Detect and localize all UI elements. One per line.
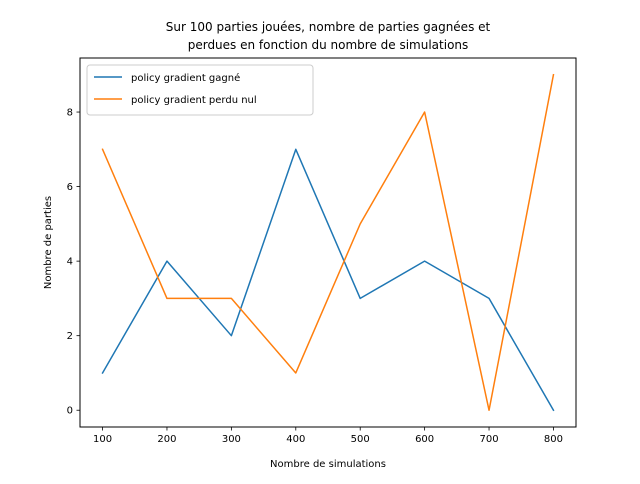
- legend-label-perdu-nul: policy gradient perdu nul: [131, 95, 257, 106]
- y-tick-label-8: 8: [67, 108, 73, 119]
- x-tick-label-700: 700: [479, 434, 498, 445]
- legend-label-gagne: policy gradient gagné: [131, 72, 240, 84]
- x-tick-label-100: 100: [93, 434, 112, 445]
- x-tick-label-600: 600: [415, 434, 434, 445]
- series-line-perdu-nul: [101, 73, 555, 411]
- x-tick-label-200: 200: [157, 434, 176, 445]
- chart-title-line-1: Sur 100 parties jouées, nombre de partie…: [166, 20, 491, 34]
- x-tick-label-500: 500: [351, 434, 370, 445]
- legend: policy gradient gagné policy gradient pe…: [86, 64, 314, 116]
- y-tick-label-4: 4: [67, 257, 73, 268]
- y-axis-label: Nombre de parties: [43, 196, 54, 289]
- legend-box: [86, 64, 314, 116]
- axes: 100 200 300 400 500 600 700 800 0 2 4 6 8: [67, 108, 563, 445]
- series-line-gagne: [101, 148, 555, 412]
- y-tick-label-2: 2: [67, 331, 73, 342]
- x-tick-label-800: 800: [544, 434, 563, 445]
- x-axis-label: Nombre de simulations: [270, 459, 386, 470]
- plot-frame: [79, 57, 577, 428]
- series-lines: [101, 73, 555, 412]
- x-tick-label-400: 400: [286, 434, 305, 445]
- x-tick-label-300: 300: [222, 434, 241, 445]
- y-tick-label-0: 0: [67, 406, 73, 417]
- y-tick-label-6: 6: [67, 182, 73, 193]
- chart-title-line-2: perdues en fonction du nombre de simulat…: [188, 38, 469, 52]
